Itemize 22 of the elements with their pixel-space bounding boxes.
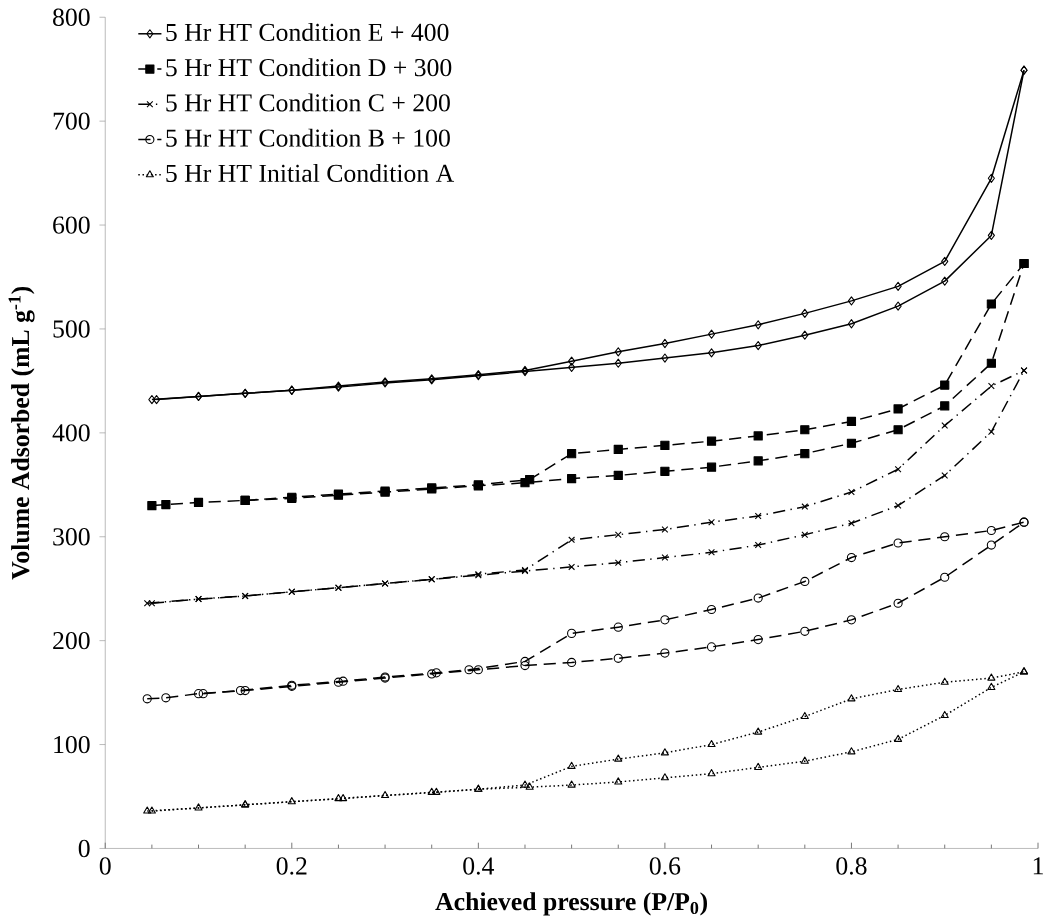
y-axis-title: Volume Adsorbed (mL g$^{-1}$) [8,286,35,580]
legend-label: 5 Hr HT Condition E + 400 [166,22,449,41]
y-tick-label: 500 [53,320,90,338]
legend-label: 5 Hr HT Initial Condition A [166,163,455,182]
x-tick-label: 0 [99,857,111,875]
y-tick-label: 300 [53,528,90,546]
y-tick-label: 100 [54,735,90,754]
y-tick-label: 200 [53,631,90,650]
y-tick-label: 700 [53,112,90,130]
y-tick-label: 600 [53,216,90,234]
x-axis-title: Achieved pressure (P/P$_{0}$) [435,892,708,916]
x-tick-label: 1 [1033,857,1043,875]
legend-label: 5 Hr HT Condition B + 100 [166,128,450,147]
y-tick-label: 400 [52,424,90,442]
x-tick-label: 0.6 [649,857,681,875]
legend-label: 5 Hr HT Condition D + 300 [166,58,452,77]
x-tick-label: 0.4 [463,857,495,875]
y-tick-label: 0 [78,839,90,858]
y-tick-label: 800 [53,8,90,26]
x-tick-label: 0.2 [276,857,307,875]
legend-label: 5 Hr HT Condition C + 200 [166,93,450,112]
x-tick-label: 0.8 [836,857,867,875]
